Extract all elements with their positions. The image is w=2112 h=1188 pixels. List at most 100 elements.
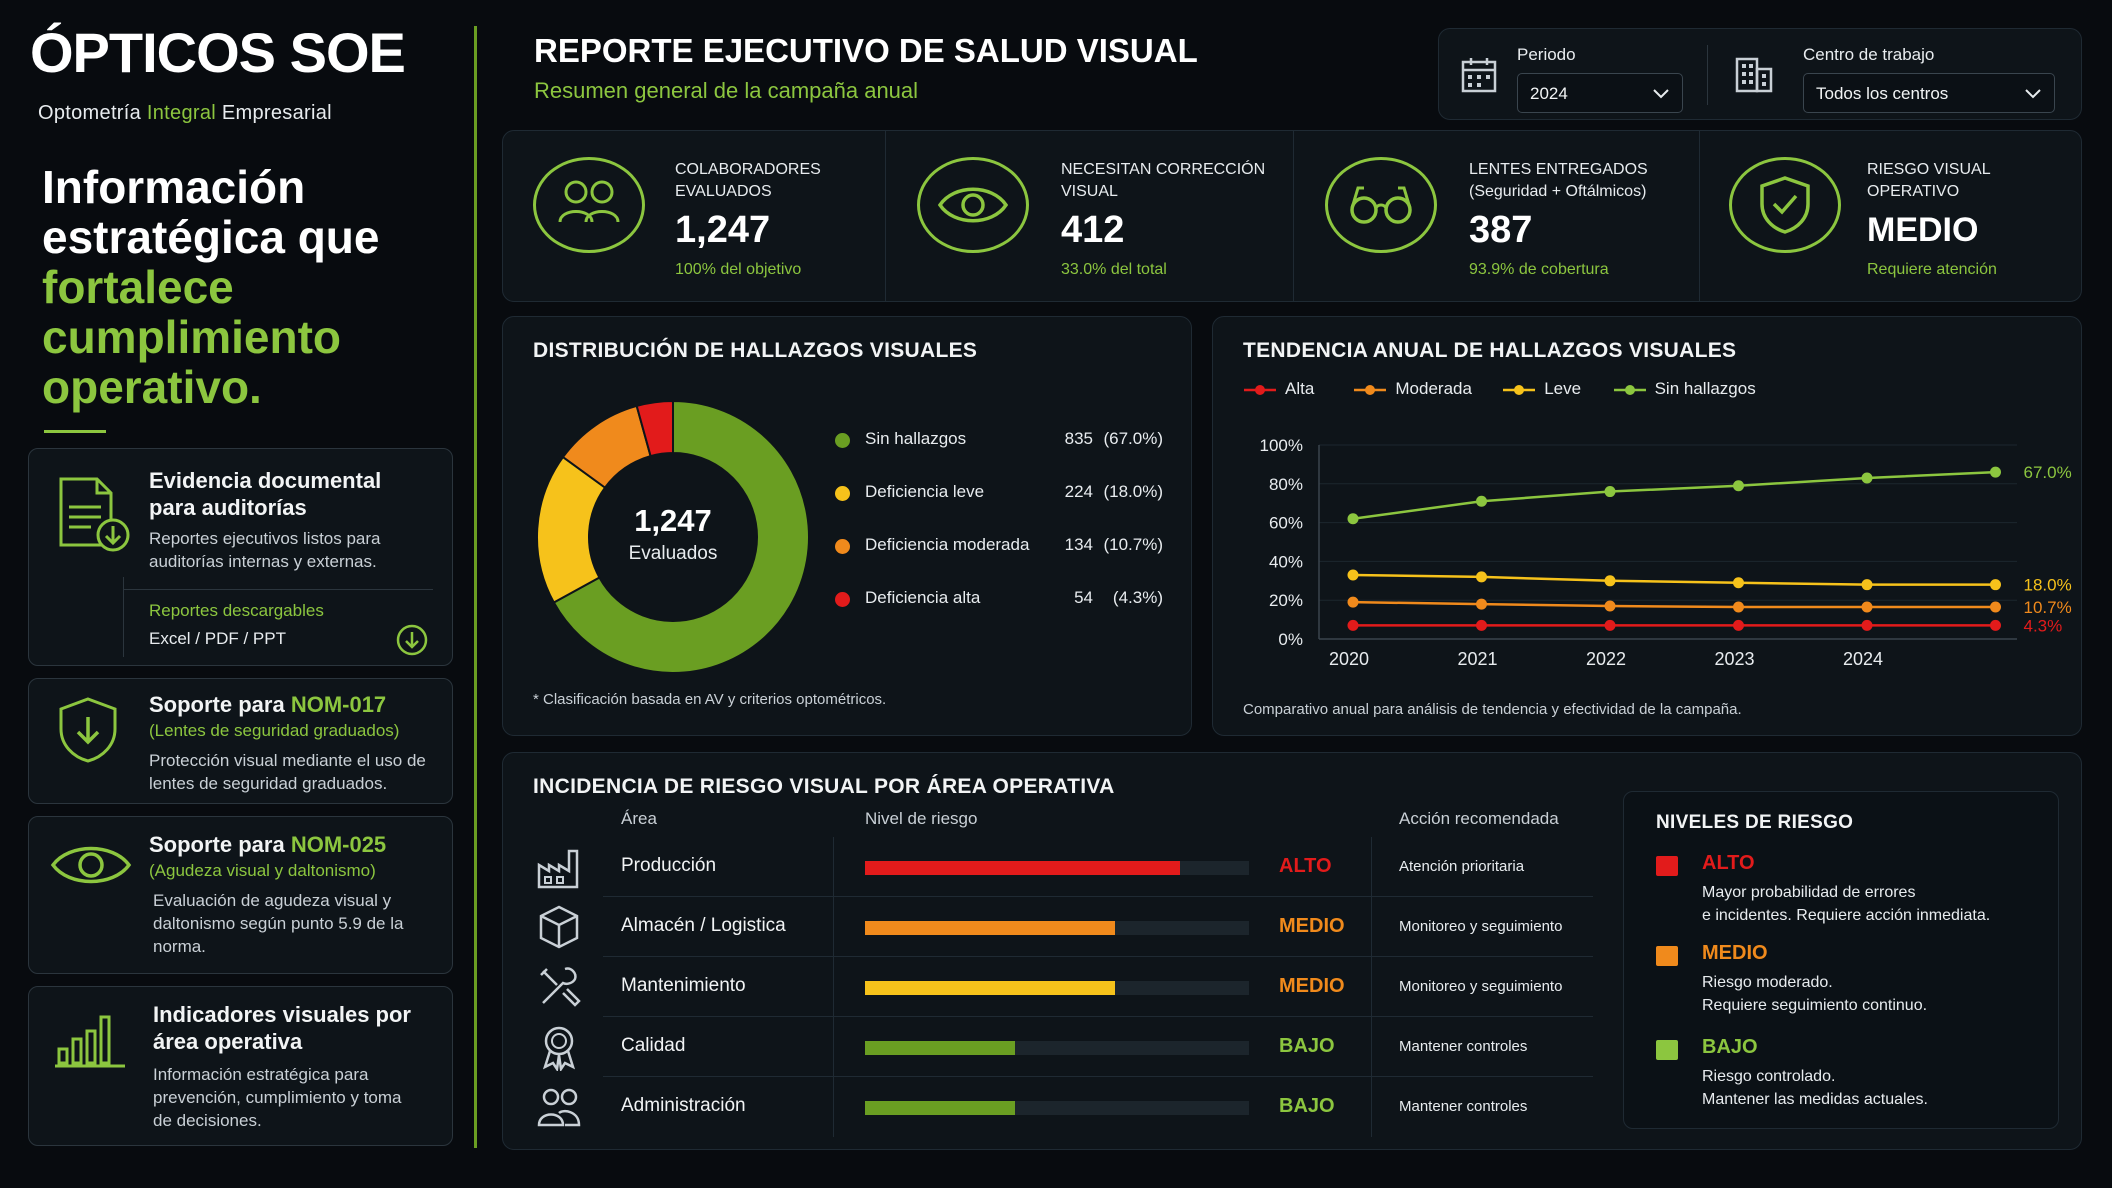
series-line-Leve xyxy=(1352,573,1996,586)
trend-chart: 100% 80% 60% 40% 20% 0% 2020 2021 2022 2023 2024 4.… xyxy=(1260,436,2072,669)
download-icon[interactable] xyxy=(395,623,429,657)
download-formats: Excel / PDF / PPT xyxy=(149,629,286,648)
risk-bar-fill xyxy=(865,981,1115,995)
data-point xyxy=(1347,596,1359,608)
kpi-divider xyxy=(1293,131,1294,301)
risk-level-label: BAJO xyxy=(1279,1095,1335,1117)
brand-tagline: Optometría Integral Empresarial xyxy=(38,102,332,124)
donut-legend-item: Deficiencia moderada 134 (10.7%) xyxy=(829,535,1169,565)
kpi-strip: COLABORADORES EVALUADOS 1,247 100% del o… xyxy=(502,130,2082,302)
legend-percent: (10.7%) xyxy=(1103,535,1163,554)
kpi-value: MEDIO xyxy=(1867,211,1979,249)
trend-card: TENDENCIA ANUAL DE HALLAZGOS VISUALES Al… xyxy=(1212,316,2082,736)
feature-card-nom017: Soporte para NOM-017 (Lentes de segurida… xyxy=(28,678,453,804)
data-point xyxy=(1733,619,1744,631)
feature-title: Indicadores visuales por área operativa xyxy=(153,1002,411,1054)
feature-title: Evidencia documental para auditorías xyxy=(149,468,382,520)
legend-count: 224 xyxy=(1064,482,1093,501)
risk-level-name: MEDIO xyxy=(1702,942,1768,964)
risk-level-desc: Riesgo controlado. xyxy=(1702,1068,1836,1085)
feature-card-nom025: Soporte para NOM-025 (Agudeza visual y d… xyxy=(28,816,453,974)
donut-legend-item: Sin hallazgos 835 (67.0%) xyxy=(829,429,1169,459)
recommended-action: Mantener controles xyxy=(1399,1038,1528,1055)
risk-bar-fill xyxy=(865,921,1115,935)
row-divider xyxy=(603,1016,1593,1017)
table-row: Mantenimiento MEDIO Monitoreo y seguimient… xyxy=(503,957,1593,1017)
center-select[interactable]: Todos los centros xyxy=(1803,73,2055,113)
legend-swatch xyxy=(1353,382,1387,402)
downloads-link[interactable]: Reportes descargables xyxy=(149,601,324,620)
donut-slice-3 xyxy=(635,399,674,458)
area-name: Producción xyxy=(621,855,717,876)
risk-level-desc: Riesgo moderado. xyxy=(1702,974,1833,991)
series-line-Moderada xyxy=(1352,600,1996,609)
legend-label: Deficiencia alta xyxy=(865,588,981,607)
period-select[interactable]: 2024 xyxy=(1517,73,1683,113)
kpi-label: COLABORADORES EVALUADOS xyxy=(675,161,821,200)
data-point xyxy=(1861,472,1873,484)
risk-levels-list: ALTO Mayor probabilidad de errores e incid… xyxy=(1656,850,2056,1120)
donut-slice-0 xyxy=(552,399,810,674)
x-tick-label: 2024 xyxy=(1843,649,1883,669)
legend-label: Sin hallazgos xyxy=(1654,379,1756,398)
col-divider xyxy=(833,897,834,957)
legend-dot xyxy=(835,433,850,448)
risk-level-label: MEDIO xyxy=(1279,915,1345,937)
col-area-header: Área xyxy=(621,809,657,828)
center-label: Centro de trabajo xyxy=(1803,45,1935,64)
award-icon xyxy=(535,1023,583,1076)
risk-bar-track xyxy=(865,861,1249,875)
risk-level-swatch xyxy=(1656,1040,1678,1060)
kpi-sub: 100% del objetivo xyxy=(675,261,802,278)
kpi-correction: NECESITAN CORRECCIÓN VISUAL 412 33.0% de… xyxy=(885,131,1293,301)
feature-text: Reportes ejecutivos listos para auditorí… xyxy=(149,529,381,571)
col-divider xyxy=(1371,897,1372,957)
kpi-label: LENTES ENTREGADOS xyxy=(1469,161,1648,178)
legend-count: 134 xyxy=(1064,535,1093,554)
data-point xyxy=(1990,466,2001,478)
x-tick-label: 2020 xyxy=(1329,649,1369,669)
donut-center-label: Evaluados xyxy=(628,543,718,564)
donut-legend: Sin hallazgos 835 (67.0%) Deficiencia leve 2… xyxy=(829,429,1179,669)
people-icon xyxy=(533,157,645,253)
x-tick-label: 2021 xyxy=(1457,649,1497,669)
shield-check-icon xyxy=(1729,157,1841,253)
table-row: Calidad BAJO Mantener controles xyxy=(503,1017,1593,1077)
risk-level-desc: Mayor probabilidad de errores xyxy=(1702,884,1916,901)
legend-label: Leve xyxy=(1544,379,1582,398)
data-point xyxy=(1990,601,2001,613)
donut-center-value: 1,247 xyxy=(634,503,712,538)
legend-count: 835 xyxy=(1064,429,1093,448)
y-tick-label: 60% xyxy=(1269,514,1303,533)
trend-legend: Alta Moderada Leve Sin hallazgos xyxy=(1243,379,1843,409)
data-point xyxy=(1347,513,1359,525)
kpi-value: 387 xyxy=(1469,209,1533,251)
risk-bar-fill xyxy=(865,1101,1015,1115)
data-point xyxy=(1476,598,1487,610)
table-row: Producción ALTO Atención prioritaria xyxy=(503,837,1593,897)
feature-text: Protección visual mediante el uso de len… xyxy=(149,751,426,793)
col-divider xyxy=(833,957,834,1017)
col-divider xyxy=(833,1077,834,1137)
data-point xyxy=(1733,577,1744,589)
risk-bar-track xyxy=(865,921,1249,935)
trend-note: Comparativo anual para análisis de tende… xyxy=(1243,701,1742,718)
recommended-action: Monitoreo y seguimiento xyxy=(1399,918,1563,935)
col-level-header: Nivel de riesgo xyxy=(865,809,978,828)
risk-level-item: ALTO Mayor probabilidad de errores e incid… xyxy=(1656,850,2056,940)
shield-download-icon xyxy=(59,697,117,763)
risk-level-desc: e incidentes. Requiere acción inmediata. xyxy=(1702,907,1991,924)
series-line-Sin hallazgos xyxy=(1352,470,1996,520)
glasses-icon xyxy=(1325,157,1437,253)
feature-subtitle: (Lentes de seguridad graduados) xyxy=(149,721,400,740)
series-end-label: 4.3% xyxy=(2024,616,2063,635)
feature-title: Soporte para NOM-025 xyxy=(149,832,387,857)
legend-count: 54 xyxy=(1074,588,1093,607)
data-point xyxy=(1347,619,1359,631)
y-tick-label: 80% xyxy=(1269,475,1303,494)
document-download-icon xyxy=(59,477,130,552)
table-row: Administración BAJO Mantener controles xyxy=(503,1077,1593,1137)
period-label: Periodo xyxy=(1517,45,1576,64)
data-point xyxy=(1476,495,1487,507)
tools-icon xyxy=(535,963,583,1016)
